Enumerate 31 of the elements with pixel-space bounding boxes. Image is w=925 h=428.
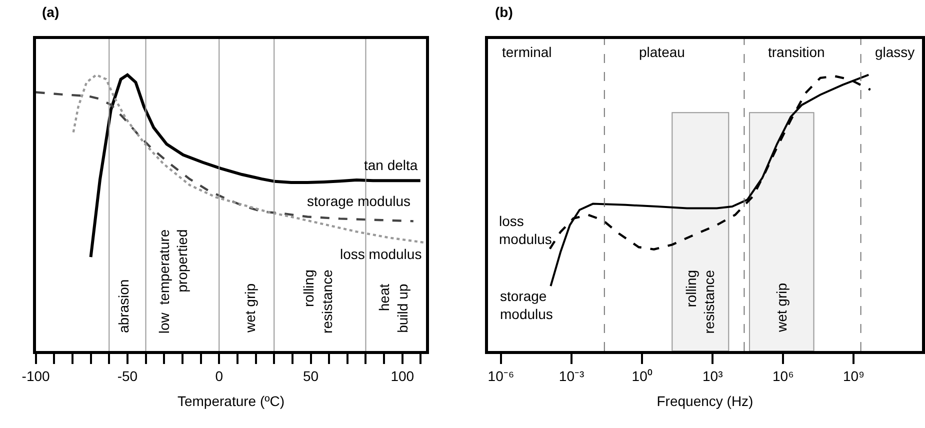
x-tick-label: 10⁻⁶ — [488, 368, 514, 384]
x-tick-label: -50 — [117, 368, 138, 384]
series-label: storage modulus — [500, 288, 553, 322]
annotation: abrasion — [115, 279, 132, 333]
text: transition — [768, 44, 825, 60]
annotation: rolling resistance — [300, 269, 335, 334]
text: glassy — [875, 44, 915, 60]
annotation: heat build up — [376, 284, 410, 333]
band-label: rolling resistance — [683, 270, 718, 334]
x-tick-label: 10⁻³ — [558, 368, 584, 384]
x-tick-label: 10⁶ — [772, 368, 794, 384]
x-axis-title: Frequency (Hz) — [656, 393, 754, 410]
series-label: storage modulus — [307, 193, 411, 209]
series-label: loss modulus — [340, 246, 422, 262]
x-tick-label: 10³ — [702, 368, 724, 384]
x-axis-title: Temperature (ºC) — [177, 393, 285, 410]
text: terminal — [502, 44, 552, 60]
chart-title: (a) — [42, 4, 60, 20]
chart-title: (b) — [495, 4, 513, 20]
x-tick-label: 50 — [302, 368, 319, 384]
x-tick-label: 0 — [215, 368, 224, 384]
series-label: loss modulus — [499, 213, 552, 248]
annotation: wet grip — [242, 283, 258, 334]
series-label: tan delta — [364, 157, 418, 173]
x-tick-label: 10⁹ — [842, 368, 865, 384]
text: plateau — [639, 44, 685, 60]
x-tick-label: 100 — [390, 368, 414, 384]
x-tick-label: 10⁰ — [632, 368, 652, 384]
band-label: wet grip — [773, 282, 790, 333]
x-tick-label: -100 — [22, 368, 50, 384]
annotation: low temperature propertied — [156, 229, 190, 334]
